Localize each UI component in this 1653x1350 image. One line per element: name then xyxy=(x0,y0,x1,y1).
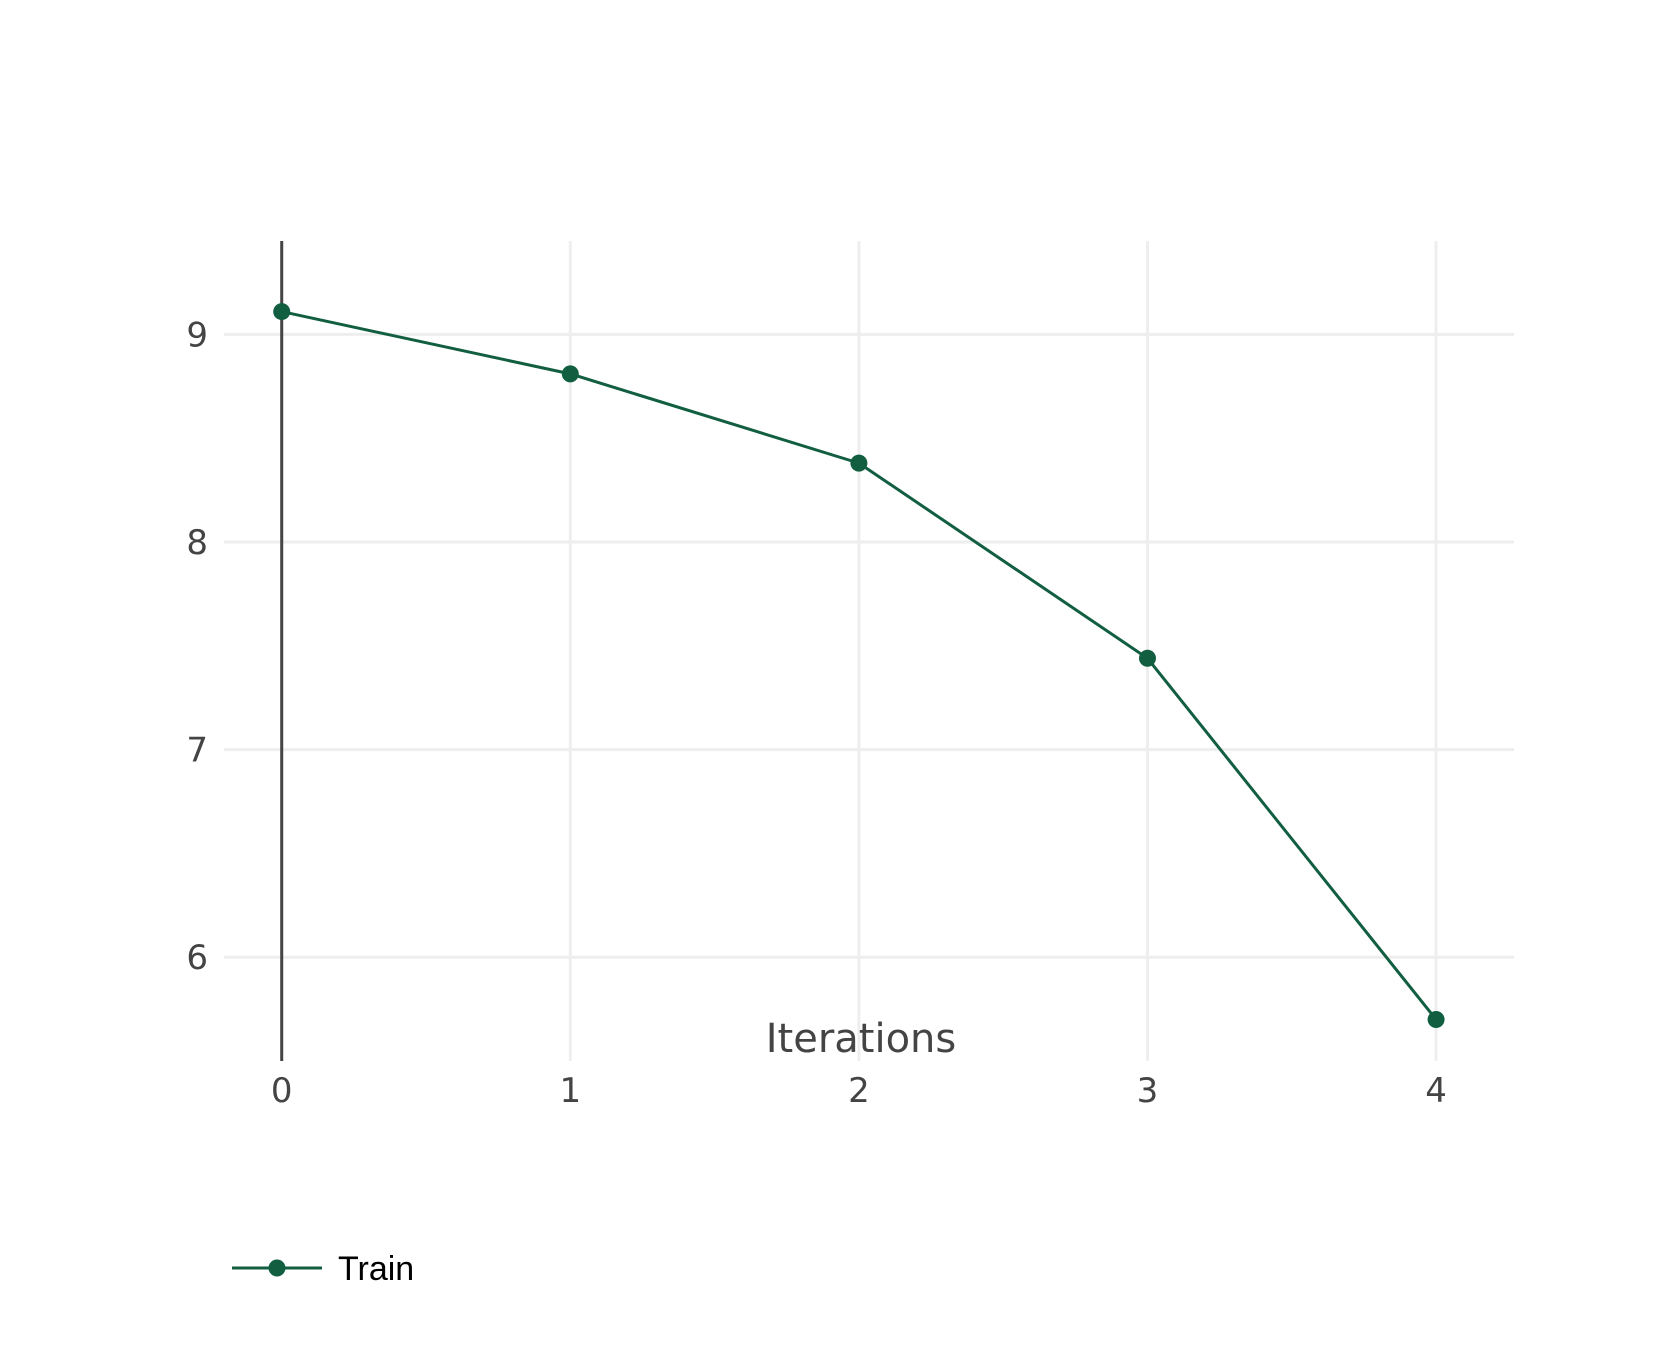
y-tick-label-9: 9 xyxy=(186,315,208,355)
y-tick-label-7: 7 xyxy=(186,731,208,771)
data-point xyxy=(561,365,579,383)
y-gridlines xyxy=(224,332,1514,959)
series-layer xyxy=(273,303,1445,1028)
y-tick-label-6: 6 xyxy=(186,938,208,978)
data-point xyxy=(1138,649,1156,667)
x-tick-label-2: 2 xyxy=(848,1071,870,1111)
x-gridlines xyxy=(568,241,1438,1061)
data-point xyxy=(273,303,291,321)
x-tick-label-0: 0 xyxy=(271,1071,293,1111)
legend-label: Train xyxy=(338,1250,414,1288)
x-tick-labels: 0 1 2 3 4 xyxy=(271,1071,1447,1111)
data-point xyxy=(1427,1010,1445,1028)
x-tick-label-3: 3 xyxy=(1137,1071,1159,1111)
y-tick-labels: 6 7 8 9 xyxy=(186,315,208,978)
data-point xyxy=(850,454,868,472)
legend[interactable]: Train xyxy=(232,1250,414,1288)
legend-marker xyxy=(268,1259,286,1277)
x-tick-label-1: 1 xyxy=(559,1071,581,1111)
x-axis-title: Iterations xyxy=(766,1016,957,1062)
y-tick-label-8: 8 xyxy=(186,523,208,563)
x-tick-label-4: 4 xyxy=(1425,1071,1447,1111)
